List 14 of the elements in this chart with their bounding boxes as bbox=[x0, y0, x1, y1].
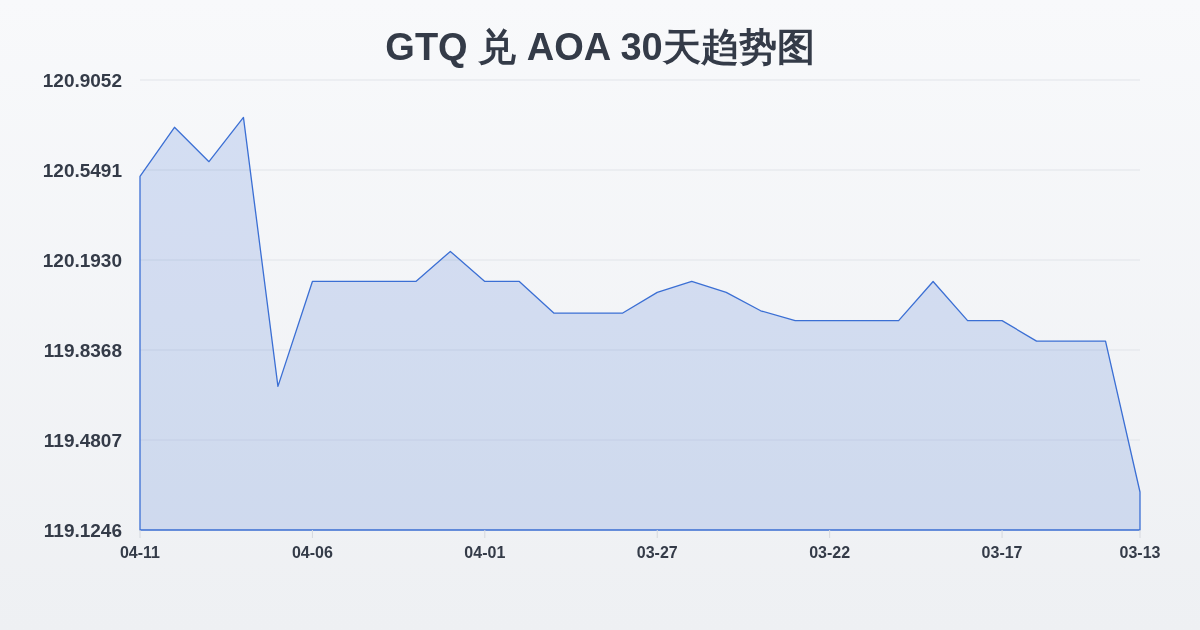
y-tick-label: 120.1930 bbox=[42, 249, 122, 271]
x-tick-label: 03-17 bbox=[981, 544, 1023, 561]
x-tick-label: 04-06 bbox=[291, 544, 333, 561]
y-tick-label: 119.1246 bbox=[43, 520, 122, 541]
x-tick-label: 03-27 bbox=[636, 544, 678, 561]
x-tick-label: 04-01 bbox=[464, 544, 506, 561]
y-tick-label: 120.9052 bbox=[42, 70, 122, 91]
x-tick-label: 03-13 bbox=[1119, 544, 1161, 561]
y-tick-label: 119.4807 bbox=[43, 430, 122, 452]
x-tick-label: 04-11 bbox=[119, 544, 161, 561]
y-tick-label: 119.8368 bbox=[43, 340, 122, 362]
y-tick-label: 120.5491 bbox=[42, 159, 123, 181]
x-tick-label: 03-22 bbox=[809, 544, 851, 561]
chart-title: GTQ 兑 AOA 30天趋势图 bbox=[385, 26, 815, 68]
